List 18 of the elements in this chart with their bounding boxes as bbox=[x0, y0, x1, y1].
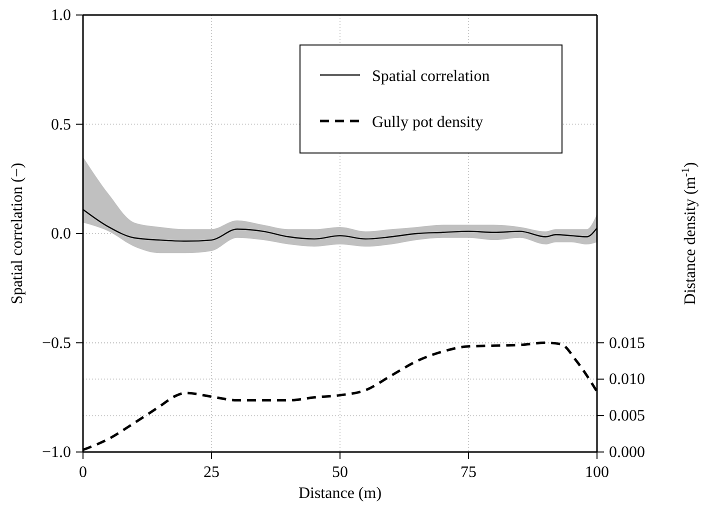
legend-label: Gully pot density bbox=[372, 114, 484, 131]
y2-tick-label: 0.010 bbox=[609, 371, 645, 388]
y-tick-label: −1.0 bbox=[42, 444, 71, 461]
y-axis-title: Spatial correlation (−) bbox=[9, 162, 26, 304]
x-tick-label: 100 bbox=[585, 464, 609, 481]
y-tick-label: 0.5 bbox=[51, 116, 71, 134]
x-tick-label: 75 bbox=[460, 464, 476, 481]
y2-tick-label: 0.000 bbox=[609, 444, 645, 461]
y2-tick-label: 0.005 bbox=[609, 408, 645, 425]
y-tick-label: −0.5 bbox=[42, 334, 71, 352]
x-axis-title: Distance (m) bbox=[298, 485, 382, 502]
y2-tick-label: 0.015 bbox=[609, 334, 645, 352]
x-tick-label: 0 bbox=[79, 464, 87, 481]
y-tick-label: 1.0 bbox=[51, 7, 71, 24]
legend-label: Spatial correlation bbox=[372, 68, 490, 85]
x-tick-label: 50 bbox=[332, 464, 348, 481]
x-tick-label: 25 bbox=[204, 464, 220, 481]
y-tick-label: 0.0 bbox=[51, 226, 71, 242]
